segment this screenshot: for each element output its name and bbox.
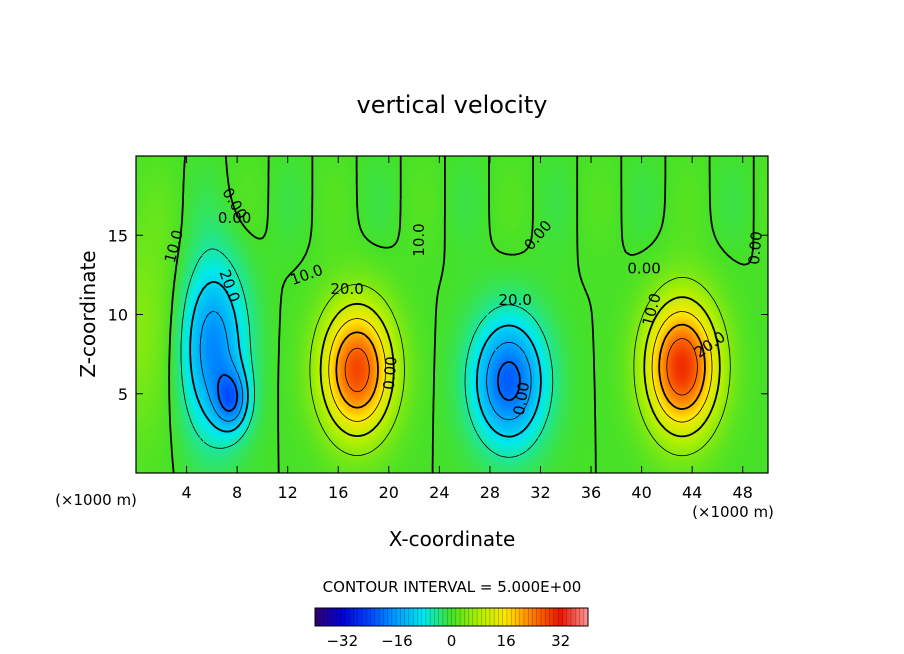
contour-label: 20.0 bbox=[330, 280, 363, 298]
x-tick-label: 12 bbox=[278, 483, 298, 502]
x-tick-label: 8 bbox=[232, 483, 242, 502]
y-axis: 5 10 15 bbox=[108, 226, 768, 404]
colorbar-tick-label: 16 bbox=[497, 632, 516, 650]
contour-zero bbox=[168, 156, 755, 473]
y-tick-label: 10 bbox=[108, 306, 128, 325]
contour-label: 20.0 bbox=[498, 291, 531, 309]
contour-negative bbox=[189, 281, 542, 438]
colorbar-gradient bbox=[315, 608, 588, 626]
plot-area: 10.020.00.0010.020.00.0010.020.00.0010.0… bbox=[135, 155, 769, 474]
colorbar-tick-label: −32 bbox=[326, 632, 358, 650]
x-tick-label: 4 bbox=[181, 483, 191, 502]
colorbar-divisions bbox=[318, 608, 585, 626]
y-tick-label: 5 bbox=[118, 385, 128, 404]
contour-lines bbox=[168, 156, 755, 473]
contour-label: 0.00 bbox=[380, 356, 401, 391]
x-tick-label: 24 bbox=[429, 483, 449, 502]
contour-negative bbox=[199, 311, 532, 422]
x-tick-label: 32 bbox=[530, 483, 550, 502]
colorbar-frame bbox=[314, 607, 589, 627]
colorbar-tick-label: 0 bbox=[447, 632, 457, 650]
colorbar-tick-label: 32 bbox=[551, 632, 570, 650]
x-axis-unit: (×1000 m) bbox=[692, 503, 774, 521]
colorbar-ticks: −32 −16 0 16 32 bbox=[326, 632, 570, 650]
contour-positive bbox=[335, 323, 706, 410]
contour-positive bbox=[328, 311, 713, 423]
contour-negative bbox=[217, 361, 521, 412]
x-tick-label: 44 bbox=[682, 483, 702, 502]
contour-positive bbox=[309, 277, 731, 457]
contour-negative bbox=[180, 248, 554, 458]
chart-title: vertical velocity bbox=[357, 91, 548, 119]
x-axis: 4 8 12 16 20 24 28 32 36 40 44 48 bbox=[181, 156, 753, 502]
contour-label: 0.00 bbox=[627, 260, 660, 278]
x-tick-label: 36 bbox=[581, 483, 601, 502]
contour-label: 0.00 bbox=[510, 380, 534, 416]
velocity-field bbox=[136, 156, 768, 473]
contour-label: 0.00 bbox=[218, 209, 251, 227]
contour-interval-note: CONTOUR INTERVAL = 5.000E+00 bbox=[323, 578, 582, 596]
x-tick-label: 48 bbox=[733, 483, 753, 502]
contour-label: 0.00 bbox=[745, 230, 766, 265]
colorbar-tick-label: −16 bbox=[381, 632, 413, 650]
x-tick-label: 16 bbox=[328, 483, 348, 502]
x-tick-label: 40 bbox=[631, 483, 651, 502]
contour-label: 10.0 bbox=[410, 223, 428, 256]
contour-positive bbox=[319, 296, 721, 438]
x-tick-label: 20 bbox=[379, 483, 399, 502]
y-axis-unit: (×1000 m) bbox=[55, 491, 137, 509]
y-tick-label: 15 bbox=[108, 226, 128, 245]
x-tick-label: 28 bbox=[480, 483, 500, 502]
colorbar: −32 −16 0 16 32 bbox=[314, 607, 589, 650]
contour-positive bbox=[344, 338, 698, 396]
x-axis-label: X-coordinate bbox=[389, 527, 516, 551]
y-axis-label: Z-coordinate bbox=[76, 250, 100, 377]
